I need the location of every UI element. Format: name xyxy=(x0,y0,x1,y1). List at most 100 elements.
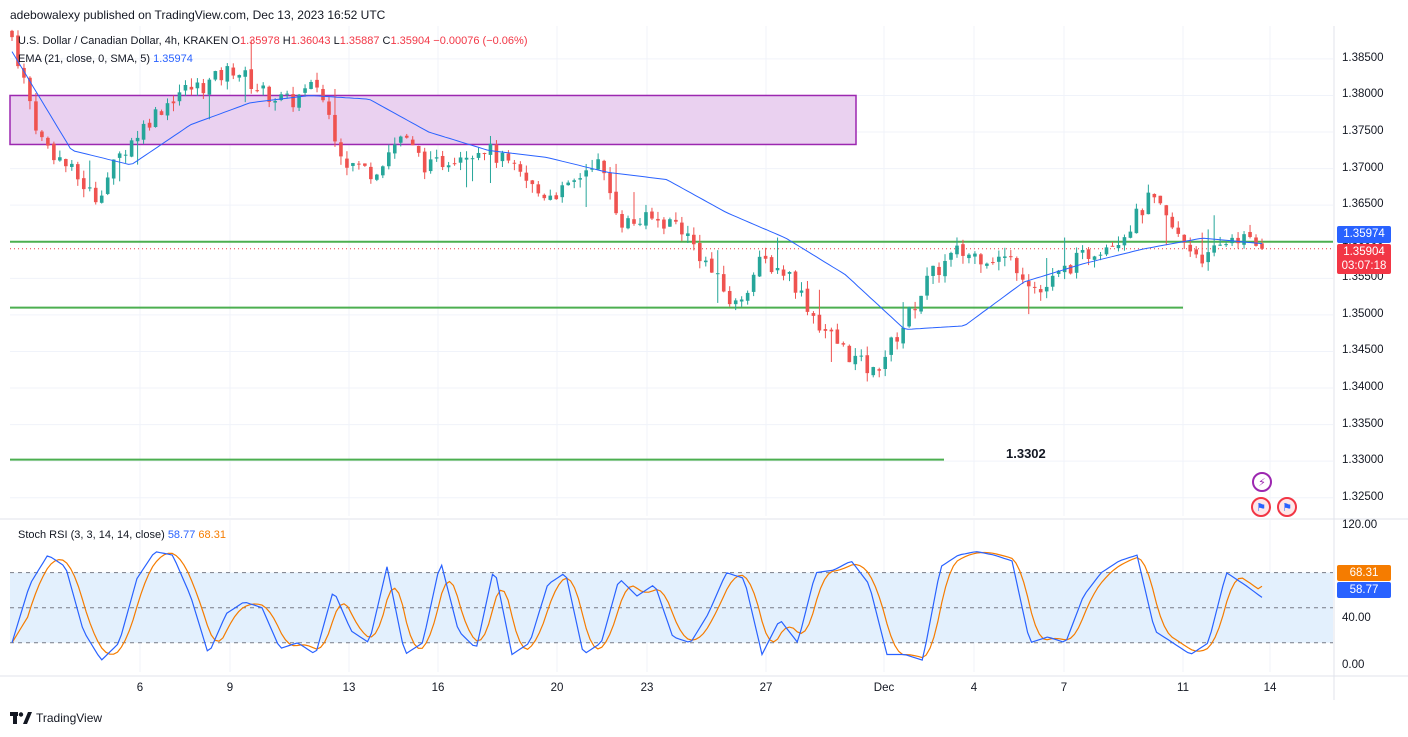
high-label: H xyxy=(282,35,291,47)
candle-body xyxy=(1182,234,1187,243)
candle-body xyxy=(644,212,648,226)
candle-body xyxy=(375,174,379,180)
candle-body xyxy=(524,172,529,181)
candle-body xyxy=(1098,254,1103,256)
candle-body xyxy=(1080,249,1085,253)
publisher-header: adebowalexy published on TradingView.com… xyxy=(10,8,386,22)
candle-body xyxy=(381,166,385,176)
candle-body xyxy=(1158,195,1163,204)
candle-body xyxy=(482,152,487,155)
candle-body xyxy=(638,223,642,225)
candle-body xyxy=(243,70,248,77)
candle-body xyxy=(703,260,708,263)
us-flag-event-icon-2[interactable]: ⚑ xyxy=(1277,497,1297,517)
price-tick-label: 1.36500 xyxy=(1342,198,1384,211)
stoch-tick-label: 120.00 xyxy=(1342,518,1378,531)
candle-body xyxy=(297,94,301,108)
candle-body xyxy=(955,245,959,255)
candle-body xyxy=(357,163,361,165)
candle-body xyxy=(404,135,409,138)
candle-body xyxy=(117,153,122,158)
candle-body xyxy=(219,69,224,81)
candle-body xyxy=(925,275,929,296)
candle-body xyxy=(1044,286,1049,292)
candle-body xyxy=(715,273,720,275)
change-value: −0.00076 (−0.06%) xyxy=(433,35,528,47)
stoch-tick-label: 0.00 xyxy=(1342,659,1365,672)
price-tick-label: 1.35000 xyxy=(1342,307,1384,320)
candle-body xyxy=(841,343,846,345)
candle-body xyxy=(153,109,158,128)
candle-body xyxy=(608,173,612,194)
candle-body xyxy=(584,170,588,177)
candle-body xyxy=(769,257,774,273)
candle-body xyxy=(291,94,295,108)
price-tick-label: 1.32500 xyxy=(1342,490,1384,503)
candle-body xyxy=(261,85,265,89)
close-value: 1.35904 xyxy=(390,35,431,47)
candle-body xyxy=(351,163,355,166)
candle-body xyxy=(757,256,762,277)
candle-body xyxy=(1056,270,1061,274)
candle-body xyxy=(835,329,840,344)
price-tick-label: 1.35500 xyxy=(1342,271,1384,284)
candle-body xyxy=(195,82,200,89)
candle-body xyxy=(985,263,989,266)
candle-body xyxy=(64,159,68,167)
candle-body xyxy=(249,69,254,90)
candle-body xyxy=(793,271,798,293)
candle-body xyxy=(1086,249,1091,259)
stoch-k-value: 58.77 xyxy=(167,529,196,541)
candle-body xyxy=(1074,252,1079,273)
ema-price-tag: 1.35974 xyxy=(1337,226,1391,243)
candle-body xyxy=(345,158,349,168)
candle-body xyxy=(871,367,876,376)
candle-body xyxy=(446,165,451,168)
candle-body xyxy=(614,191,618,214)
candle-body xyxy=(1009,256,1013,258)
candle-body xyxy=(52,143,56,161)
time-tick-label: 4 xyxy=(970,682,978,694)
us-flag-event-icon[interactable]: ⚑ xyxy=(1251,497,1271,517)
candle-body xyxy=(22,67,26,78)
candle-body xyxy=(177,92,182,102)
candle-body xyxy=(386,152,391,167)
candle-body xyxy=(81,178,86,190)
symbol-legend: U.S. Dollar / Canadian Dollar, 4h, KRAKE… xyxy=(18,35,527,47)
candle-body xyxy=(1128,231,1133,238)
lightning-icon[interactable]: ⚡ xyxy=(1252,472,1272,492)
candle-body xyxy=(28,77,32,102)
time-tick-label: 23 xyxy=(640,682,654,694)
candle-body xyxy=(566,182,571,186)
candle-body xyxy=(596,159,600,170)
close-label: C xyxy=(382,35,391,47)
candle-body xyxy=(213,71,218,80)
candle-body xyxy=(733,300,738,305)
candle-body xyxy=(1032,286,1037,288)
candle-body xyxy=(58,157,62,161)
candle-body xyxy=(470,158,475,160)
candle-body xyxy=(440,155,445,168)
candle-body xyxy=(1146,192,1151,215)
candle-body xyxy=(937,266,941,276)
tradingview-footer[interactable]: TradingView xyxy=(10,711,102,725)
candle-body xyxy=(560,185,565,198)
candle-body xyxy=(787,271,792,274)
candle-body xyxy=(1140,210,1145,216)
candle-body xyxy=(763,255,768,259)
time-tick-label: Dec xyxy=(873,682,895,694)
tradingview-logo-icon xyxy=(10,712,32,724)
candle-body xyxy=(1194,249,1199,255)
candle-body xyxy=(1122,237,1127,246)
candle-body xyxy=(339,142,343,157)
candle-body xyxy=(877,369,882,371)
price-tick-label: 1.34000 xyxy=(1342,381,1384,393)
candle-body xyxy=(1212,245,1216,253)
candle-body xyxy=(1116,244,1121,249)
stoch-legend: Stoch RSI (3, 3, 14, 14, close) 58.77 68… xyxy=(18,529,226,541)
candle-body xyxy=(650,211,654,219)
candle-body xyxy=(817,314,822,331)
last-price-value: 1.35904 xyxy=(1343,246,1385,258)
candle-body xyxy=(327,101,331,115)
